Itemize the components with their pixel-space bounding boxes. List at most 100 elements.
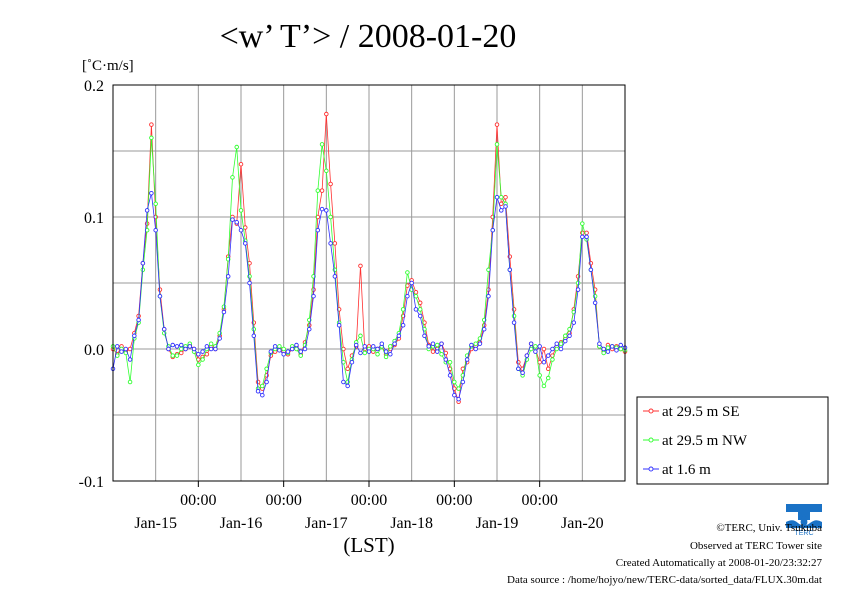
data-point [541, 359, 547, 365]
data-point [115, 344, 120, 349]
x-tick-time-label: 00:00 [436, 492, 472, 509]
data-point [558, 346, 564, 352]
data-point [332, 241, 338, 246]
data-point [179, 346, 184, 352]
data-point [294, 342, 299, 348]
series-layer [110, 111, 628, 405]
data-point [388, 344, 393, 349]
data-point [328, 214, 333, 220]
x-day-label: Jan-17 [305, 515, 348, 532]
data-point [417, 313, 423, 319]
data-point [430, 349, 436, 354]
data-point [328, 241, 333, 246]
data-point [251, 326, 257, 332]
data-point [260, 392, 265, 398]
data-point [289, 346, 295, 352]
data-point [511, 313, 517, 319]
data-point [238, 161, 244, 167]
data-point [358, 350, 363, 356]
data-point [563, 333, 568, 339]
water-drop-icon [800, 514, 808, 527]
data-point [435, 342, 440, 348]
x-day-label: Jan-15 [134, 515, 177, 532]
data-point [477, 341, 483, 346]
legend: at 29.5 m SE at 29.5 m NW at 1.6 m [636, 396, 829, 485]
data-point [221, 309, 227, 315]
data-point [396, 333, 402, 339]
data-point [456, 396, 461, 402]
x-day-label: Jan-18 [390, 515, 433, 532]
data-point [494, 194, 500, 200]
y-tick-label: 0.0 [84, 342, 104, 359]
data-point [127, 357, 133, 362]
footer-observed: Observed at TERC Tower site [690, 540, 822, 552]
data-point [234, 220, 239, 225]
data-point [319, 206, 325, 212]
data-point [571, 320, 577, 325]
data-point [362, 350, 367, 356]
x-tick-time-label: 00:00 [351, 492, 387, 509]
data-point [264, 379, 269, 385]
data-point [524, 353, 530, 358]
data-point [234, 144, 239, 150]
data-point [371, 344, 376, 349]
data-point [413, 289, 419, 295]
data-point [294, 346, 299, 352]
data-point [447, 373, 453, 378]
data-point [580, 230, 585, 236]
y-axis-label: [˚C·m/s] [82, 58, 134, 74]
data-point [149, 135, 154, 141]
data-point [413, 307, 419, 312]
data-point [388, 352, 393, 357]
data-point [238, 227, 244, 233]
data-point [413, 293, 419, 299]
footer-source: Data source : /home/hojyo/new/TERC-data/… [507, 574, 822, 586]
data-point [251, 333, 257, 339]
data-point [230, 217, 235, 222]
data-point [149, 190, 154, 196]
x-day-label: Jan-16 [220, 515, 263, 532]
data-point [375, 352, 380, 357]
data-point [332, 274, 338, 279]
data-point [349, 359, 355, 365]
data-point [605, 349, 611, 354]
series-3 [110, 190, 628, 402]
data-point [503, 204, 508, 209]
data-point [238, 208, 244, 213]
data-point [307, 326, 312, 332]
x-day-label: Jan-19 [476, 515, 519, 532]
data-point [575, 287, 581, 292]
data-point [324, 208, 329, 213]
data-point [345, 383, 350, 389]
data-point [503, 194, 508, 200]
data-point [183, 346, 188, 352]
legend-swatch-marker [648, 408, 654, 414]
data-point [311, 293, 316, 299]
data-point [170, 342, 175, 348]
data-point [277, 348, 282, 353]
data-point [285, 349, 291, 354]
wave-icon [786, 520, 822, 528]
data-point [149, 122, 154, 127]
data-point [601, 346, 606, 352]
data-point [136, 317, 141, 323]
data-point [345, 366, 350, 372]
legend-box [636, 396, 829, 485]
data-point [200, 349, 205, 354]
data-point [435, 349, 440, 354]
data-point [426, 344, 431, 349]
data-point [545, 353, 551, 358]
data-point [499, 208, 504, 213]
data-point [358, 333, 363, 339]
footer-created: Created Automatically at 2008-01-20/23:3… [616, 557, 823, 569]
data-point [400, 307, 406, 312]
grid [113, 84, 625, 482]
data-point [221, 304, 227, 310]
data-point [132, 333, 137, 339]
data-point [281, 352, 286, 357]
data-point [174, 353, 180, 358]
data-point [439, 341, 444, 346]
data-point [469, 342, 474, 348]
data-point [264, 366, 269, 372]
data-point [140, 260, 146, 266]
